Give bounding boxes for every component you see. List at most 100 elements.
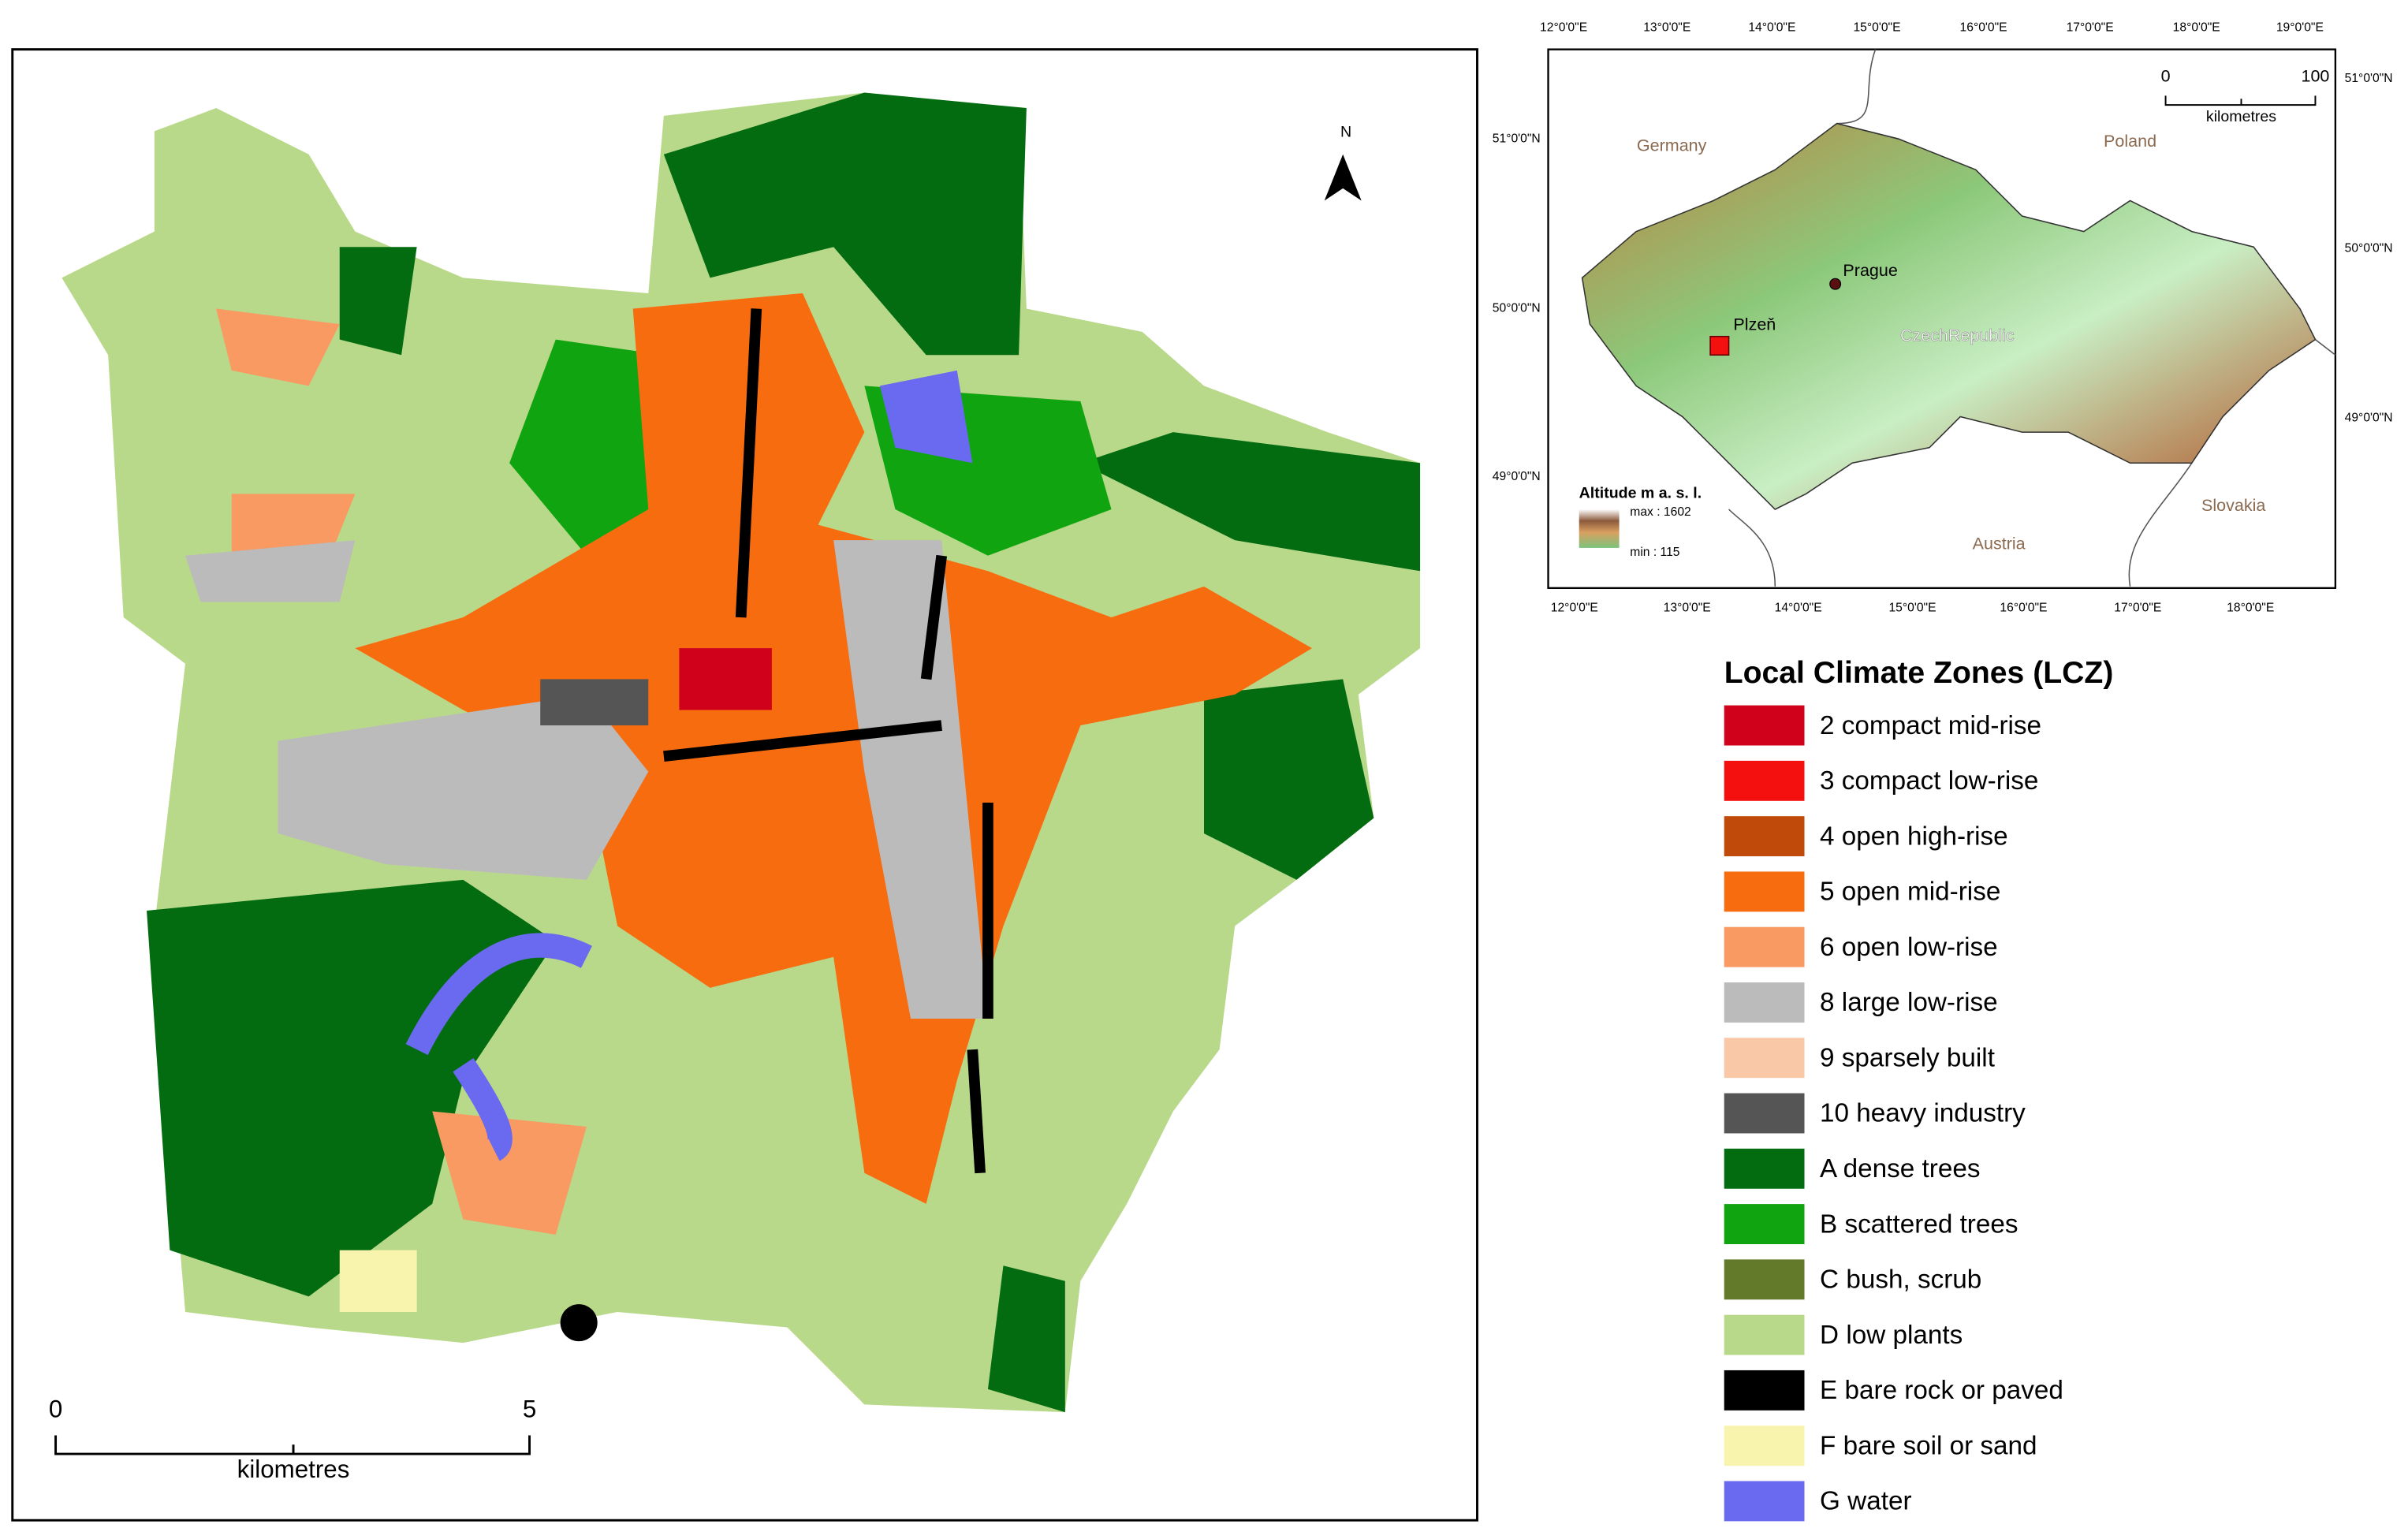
legend-title: Local Climate Zones (LCZ) <box>1724 656 2114 690</box>
inset-bottom-tick: 18°0'0"E <box>2227 601 2274 614</box>
large-low-rise-area <box>278 694 649 880</box>
inset-top-tick: 14°0'0"E <box>1748 20 1795 34</box>
legend-swatch <box>1724 1259 1805 1300</box>
legend-label: G water <box>1820 1487 1911 1516</box>
paved-lines <box>663 308 993 1174</box>
altitude-min: min : 115 <box>1630 546 1680 559</box>
legend-label: 4 open high-rise <box>1820 822 2008 851</box>
border-lines <box>1728 49 2336 587</box>
altitude-ramp <box>1579 509 1620 548</box>
inset-bottom-tick: 17°0'0"E <box>2114 601 2161 614</box>
open-low-rise-area <box>216 308 340 386</box>
legend-label: 8 large low-rise <box>1820 988 1998 1017</box>
inset-right-tick: 51°0'0"N <box>2345 72 2393 85</box>
legend: 2 compact mid-rise 3 compact low-rise 4 op… <box>1724 705 2063 1522</box>
legend-label: 10 heavy industry <box>1820 1099 2026 1128</box>
country-label: Germany <box>1637 136 1707 155</box>
legend-label: 5 open mid-rise <box>1820 878 2000 907</box>
inset-top-tick: 18°0'0"E <box>2173 20 2220 34</box>
legend-label: 3 compact low-rise <box>1820 766 2038 796</box>
altitude-max: max : 1602 <box>1630 505 1690 519</box>
scale-end: 5 <box>523 1396 536 1423</box>
legend-label: C bush, scrub <box>1820 1265 1981 1295</box>
altitude-title: Altitude m a. s. l. <box>1579 485 1702 502</box>
inset-scale-end: 100 <box>2302 67 2330 86</box>
dense-trees-area <box>1204 679 1374 880</box>
inset-bottom-tick: 13°0'0"E <box>1664 601 1711 614</box>
inset-left-tick: 49°0'0"N <box>1493 470 1541 483</box>
legend-swatch <box>1724 760 1805 801</box>
large-low-rise-area <box>833 540 988 1019</box>
legend-label: 6 open low-rise <box>1820 933 1998 962</box>
country-name: CzechRepublic <box>1900 326 2015 345</box>
inset-scale-unit: kilometres <box>2206 108 2276 125</box>
lcz-map <box>62 92 1421 1413</box>
inset-top-tick: 17°0'0"E <box>2067 20 2114 34</box>
inset-top-tick: 16°0'0"E <box>1960 20 2007 34</box>
legend-swatch <box>1724 982 1805 1023</box>
inset-bottom-tick: 16°0'0"E <box>2000 601 2047 614</box>
legend-swatch <box>1724 1148 1805 1189</box>
legend-swatch <box>1724 1481 1805 1522</box>
country-label: Poland <box>2104 132 2156 151</box>
north-arrow <box>1324 154 1362 201</box>
heavy-industry-area <box>540 679 649 726</box>
city-label: Prague <box>1843 261 1897 280</box>
legend-label: E bare rock or paved <box>1820 1376 2063 1405</box>
legend-swatch <box>1724 1093 1805 1134</box>
river <box>405 933 592 1161</box>
paved-spot <box>560 1304 598 1342</box>
legend-swatch <box>1724 871 1805 912</box>
legend-swatch <box>1724 926 1805 967</box>
legend-swatch <box>1724 1314 1805 1355</box>
lake <box>879 370 973 464</box>
inset-left-tick: 51°0'0"N <box>1493 132 1541 145</box>
inset-right-tick: 49°0'0"N <box>2345 412 2393 425</box>
inset-top-tick: 15°0'0"E <box>1853 20 1900 34</box>
inset-top-tick: 12°0'0"E <box>1540 20 1587 34</box>
scale-unit: kilometres <box>237 1455 350 1483</box>
inset-right-tick: 50°0'0"N <box>2345 241 2393 255</box>
legend-label: 2 compact mid-rise <box>1820 711 2041 740</box>
open-low-rise-area <box>432 1111 587 1235</box>
inset-bottom-tick: 15°0'0"E <box>1888 601 1936 614</box>
inset-scale-bar <box>2164 95 2317 106</box>
legend-label: D low plants <box>1820 1321 1963 1350</box>
inset-top-tick: 13°0'0"E <box>1643 20 1690 34</box>
inset-scale-start: 0 <box>2161 67 2171 86</box>
inset-bottom-tick: 14°0'0"E <box>1775 601 1822 614</box>
legend-label: A dense trees <box>1820 1154 1980 1183</box>
city-label: Plzeň <box>1733 315 1776 334</box>
legend-label: F bare soil or sand <box>1820 1431 2037 1460</box>
legend-swatch <box>1724 816 1805 857</box>
country-label: Austria <box>1973 535 2026 553</box>
dense-trees-area <box>1080 432 1421 572</box>
prague-marker <box>1829 278 1842 290</box>
dense-trees-area <box>339 247 417 356</box>
czech-relief <box>1581 122 2317 510</box>
compact-mid-rise-area <box>679 648 772 710</box>
plzen-marker <box>1709 335 1730 356</box>
legend-swatch <box>1724 1426 1805 1467</box>
legend-swatch <box>1724 1370 1805 1411</box>
dense-trees-area <box>663 92 1027 356</box>
inset-labels: 12°0'0"E 13°0'0"E 14°0'0"E 15°0'0"E 16°0'0"E… <box>1493 20 2393 614</box>
inset-left-tick: 50°0'0"N <box>1493 302 1541 315</box>
legend-swatch <box>1724 705 1805 746</box>
country-label: Slovakia <box>2201 496 2265 515</box>
bare-soil-area <box>339 1250 417 1312</box>
scale-start: 0 <box>49 1396 62 1423</box>
legend-label: 9 sparsely built <box>1820 1043 1995 1072</box>
north-label: N <box>1340 124 1351 141</box>
large-low-rise-area <box>185 540 356 602</box>
legend-swatch <box>1724 1038 1805 1079</box>
inset-bottom-tick: 12°0'0"E <box>1551 601 1598 614</box>
inset-top-tick: 19°0'0"E <box>2276 20 2324 34</box>
open-mid-rise-area <box>355 293 1313 1204</box>
dense-trees-area <box>987 1265 1065 1413</box>
scale-bar <box>54 1435 531 1455</box>
legend-swatch <box>1724 1204 1805 1245</box>
legend-label: B scattered trees <box>1820 1209 2018 1239</box>
